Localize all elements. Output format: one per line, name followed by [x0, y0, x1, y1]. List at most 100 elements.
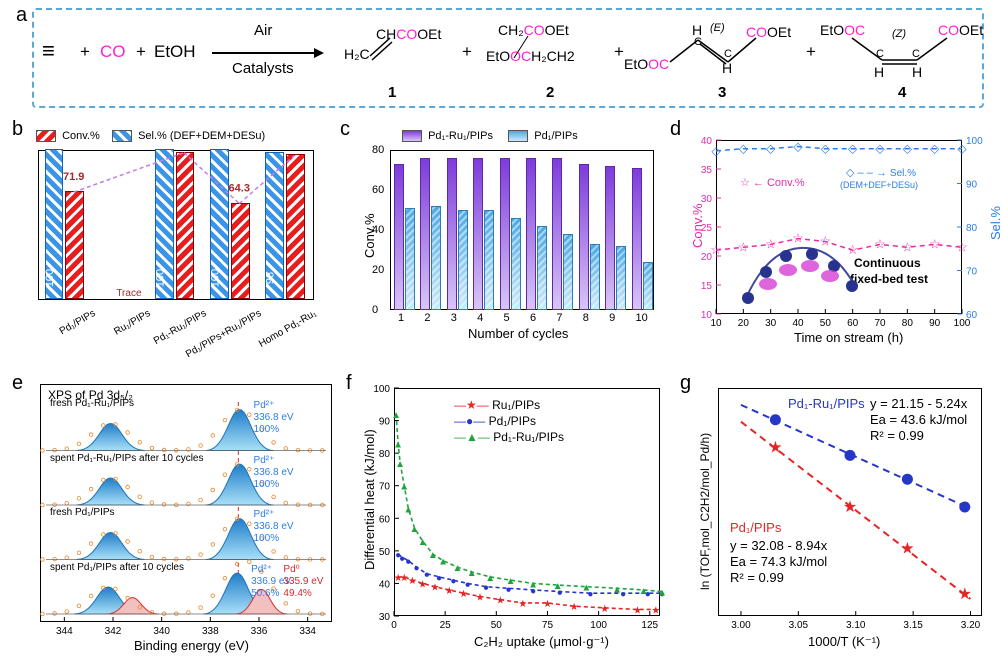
svg-text:10: 10	[710, 318, 722, 329]
panel-c: Pd₁-Ru₁/PIPs Pd₁/PIPs Conv.% Number of c…	[358, 130, 662, 362]
svg-text:▲: ▲	[581, 583, 591, 594]
svg-text:★: ★	[633, 605, 642, 616]
panel-label-b: b	[12, 118, 23, 141]
d-xlabel: Time on stream (h)	[794, 330, 903, 345]
c-bar-a-9	[632, 168, 642, 310]
svg-text:★: ★	[958, 586, 972, 603]
svg-text:★: ★	[445, 586, 454, 597]
prod4-num: 4	[898, 84, 906, 101]
panel-label-g: g	[680, 372, 691, 395]
b-leg-sel: Sel.% (DEF+DEM+DESu)	[138, 130, 265, 142]
g-ylabel: ln (TOF,mol_C2H2/mol_Pd/h)	[698, 433, 712, 590]
svg-text:▲: ▲	[410, 524, 420, 535]
svg-text:Trace: Trace	[116, 288, 142, 299]
svg-text:30: 30	[701, 194, 713, 205]
svg-text:3.20: 3.20	[961, 620, 981, 631]
b-leg-conv: Conv.%	[62, 130, 100, 142]
svg-text:90: 90	[966, 180, 978, 191]
g-pdru-ea: Ea = 43.6 kJ/mol	[870, 412, 967, 427]
panel-a: ≡ + CO + EtOH Air Catalysts CHCOOEt H₂C …	[18, 8, 984, 110]
figure: a ≡ + CO + EtOH Air Catalysts CHCOOEt H₂…	[0, 0, 1002, 665]
svg-text:344: 344	[56, 626, 73, 637]
svg-text:●: ●	[424, 570, 430, 581]
e-xlabel: Binding energy (eV)	[134, 638, 249, 653]
svg-text:60: 60	[379, 514, 391, 525]
svg-text:☆: ☆	[902, 239, 914, 254]
c-leg-a: Pd₁-Ru₁/PIPs	[428, 130, 493, 142]
panel-label-c: c	[340, 118, 350, 141]
svg-text:◇: ◇	[875, 142, 885, 156]
c-bar-a-6	[552, 158, 562, 310]
c-bar-a-8	[605, 166, 615, 310]
c-bar-a-1	[420, 158, 430, 310]
c-bar-b-5	[537, 226, 547, 310]
g-pdru-eq: y = 21.15 - 5.24x	[870, 396, 967, 411]
svg-text:★: ★	[418, 579, 427, 590]
catalyst-cartoon	[738, 232, 868, 310]
svg-text:100: 100	[44, 269, 56, 287]
c-bar-b-6	[563, 234, 573, 310]
svg-text:90: 90	[379, 417, 391, 428]
svg-text:3.05: 3.05	[789, 620, 809, 631]
svg-text:30: 30	[765, 318, 777, 329]
svg-text:●: ●	[450, 576, 456, 587]
svg-text:★: ★	[475, 592, 484, 603]
svg-text:◇: ◇	[739, 142, 749, 156]
reaction-arrow	[212, 52, 322, 54]
panel-g: ln (TOF,mol_C2H2/mol_Pd/h) 1000/T (K⁻¹) …	[692, 380, 992, 658]
arrow-bottom: Catalysts	[232, 60, 294, 77]
f-leg-2: Pd₁-Ru₁/PIPs	[493, 430, 564, 444]
svg-text:●: ●	[465, 579, 471, 590]
svg-text:100: 100	[210, 269, 222, 287]
svg-text:75: 75	[542, 620, 554, 631]
g-pd-r2: R² = 0.99	[730, 570, 784, 585]
svg-text:98: 98	[265, 272, 277, 284]
f-leg-0: Ru₁/PIPs	[492, 398, 540, 412]
svg-text:70: 70	[874, 318, 886, 329]
g-pdru-r2: R² = 0.99	[870, 428, 924, 443]
svg-text:125: 125	[641, 620, 658, 631]
c-bar-b-7	[590, 244, 600, 310]
svg-text:★: ★	[430, 583, 439, 594]
svg-text:☆: ☆	[929, 236, 941, 251]
svg-text:▲: ▲	[393, 439, 403, 450]
c-bar-a-2	[447, 158, 457, 310]
svg-text:●: ●	[483, 583, 489, 594]
svg-text:☆: ☆	[956, 239, 968, 254]
svg-text:◇: ◇	[848, 142, 858, 156]
svg-text:▲: ▲	[612, 584, 622, 595]
svg-text:▲: ▲	[438, 557, 448, 568]
svg-text:3.15: 3.15	[903, 620, 923, 631]
svg-text:336: 336	[251, 626, 268, 637]
c-bar-b-0	[405, 208, 415, 310]
f-ylabel: Differential heat (kJ/mol)	[362, 429, 377, 570]
f-xlabel: C₂H₂ uptake (μmol·g⁻¹)	[474, 634, 609, 650]
svg-text:▲: ▲	[467, 568, 477, 579]
svg-text:◇: ◇	[793, 140, 803, 154]
svg-text:15: 15	[701, 281, 713, 292]
svg-text:25: 25	[701, 223, 713, 234]
c-bar-b-2	[458, 210, 468, 310]
panel-d: Conv.% Sel.% Time on stream (h) 10203040…	[686, 130, 992, 362]
svg-text:★: ★	[570, 602, 579, 613]
svg-text:▲: ▲	[485, 573, 495, 584]
svg-text:▲: ▲	[657, 588, 667, 599]
svg-text:60: 60	[966, 310, 978, 321]
svg-text:▲: ▲	[428, 550, 438, 561]
svg-text:◇: ◇	[930, 142, 940, 156]
c-bar-b-3	[484, 210, 494, 310]
svg-text:100: 100	[590, 620, 607, 631]
c-bar-b-4	[511, 218, 521, 310]
svg-text:64.3: 64.3	[229, 183, 250, 195]
svg-text:★: ★	[543, 599, 552, 610]
d-leg-conv: Conv.%	[767, 177, 805, 189]
g-pd-lbl: Pd₁/PIPs	[730, 520, 781, 535]
svg-text:80: 80	[902, 318, 914, 329]
panel-label-f: f	[346, 372, 352, 395]
svg-text:340: 340	[153, 626, 170, 637]
f-leg-1: Pd₁/PIPs	[489, 414, 536, 428]
svg-text:●: ●	[399, 553, 405, 564]
svg-text:342: 342	[105, 626, 122, 637]
c-bar-b-1	[431, 206, 441, 310]
c-bar-b-8	[616, 246, 626, 310]
